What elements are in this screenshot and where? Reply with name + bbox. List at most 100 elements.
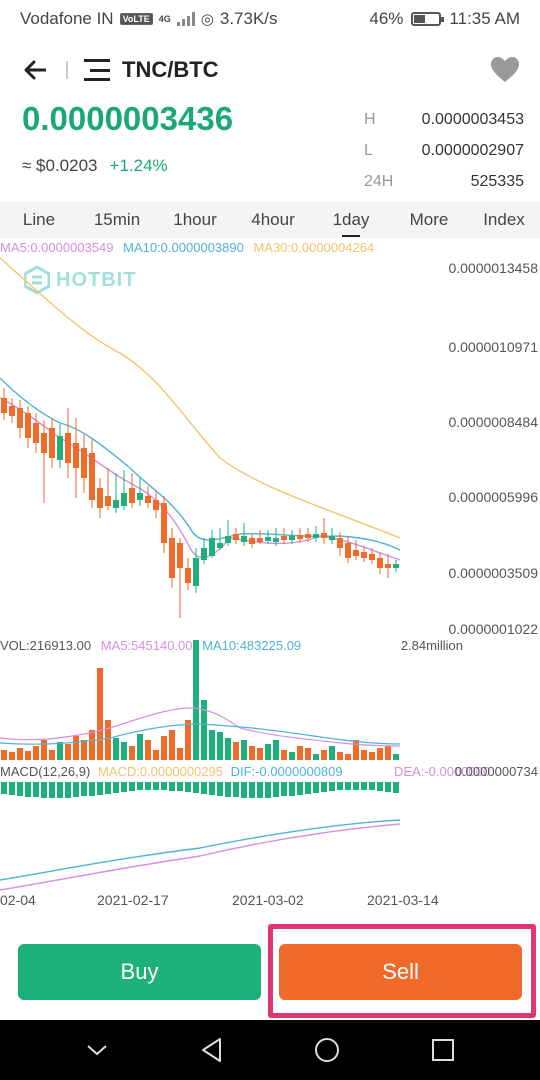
price-axis-label: 0.0000005996	[448, 489, 538, 505]
macd-bar	[33, 782, 39, 797]
macd-bar	[9, 782, 15, 795]
trading-pair[interactable]: TNC/BTC	[122, 57, 219, 82]
candle-body	[89, 453, 95, 500]
volume-bar	[129, 746, 135, 760]
candle-body	[49, 428, 55, 458]
candle-body	[185, 568, 191, 583]
candle-body	[257, 538, 263, 542]
back-nav-icon[interactable]	[200, 1037, 224, 1063]
candle-body	[97, 488, 103, 508]
recents-nav-icon[interactable]	[431, 1038, 455, 1062]
candle-body	[361, 552, 367, 558]
candle-body	[33, 423, 39, 443]
volume-bar	[121, 742, 127, 760]
volume-bar	[241, 740, 247, 760]
tab-more[interactable]: More	[409, 210, 449, 229]
volume-bars	[1, 640, 399, 760]
macd-bar	[137, 782, 143, 790]
volume-bar	[81, 740, 87, 760]
tab-15min[interactable]: 15min	[93, 210, 141, 229]
candle-body	[41, 433, 47, 453]
macd-bar	[25, 782, 31, 797]
candle-body	[177, 543, 183, 568]
volume-bar	[1, 750, 7, 760]
macd-bar	[217, 782, 223, 796]
macd-bar	[177, 782, 183, 791]
volume-bar	[33, 746, 39, 760]
candlestick-chart[interactable]	[0, 238, 540, 900]
sell-button[interactable]: Sell	[279, 944, 522, 1000]
tab-4hour[interactable]: 4hour	[251, 210, 295, 229]
dif-line	[0, 819, 401, 881]
macd-bar	[241, 782, 247, 798]
macd-value: MACD:0.0000000295	[97, 764, 223, 779]
stat-high-label: H	[364, 110, 376, 128]
stat-volume-value: 525335	[470, 172, 524, 190]
volte-icon: VoLTE	[119, 13, 153, 25]
candle-body	[265, 537, 271, 541]
volume-bar	[153, 750, 159, 760]
price-axis-label: 0.0000003509	[448, 565, 538, 581]
battery-fill	[414, 15, 426, 23]
macd-bar	[233, 782, 239, 797]
date-label: 02-04	[0, 892, 36, 908]
price-axis-label: 0.0000010971	[448, 339, 538, 355]
vol-max-value: 2.84million	[400, 638, 463, 653]
back-button[interactable]	[20, 55, 50, 85]
date-label: 2021-02-17	[97, 892, 169, 908]
volume-bar	[265, 744, 271, 760]
macd-bar	[393, 782, 399, 793]
network-type: 4G	[158, 14, 171, 24]
candle-body	[73, 443, 79, 468]
status-bar: Vodafone IN VoLTE 4G ◎ 3.73K/s 46% 11:35…	[0, 0, 540, 38]
volume-bar	[17, 748, 23, 760]
macd-bar	[289, 782, 295, 796]
price-axis-label: 0.0000013458	[448, 260, 538, 276]
volume-bar	[209, 730, 215, 760]
macd-bar	[161, 782, 167, 790]
ma30-value: MA30:0.0000004264	[253, 240, 375, 255]
macd-bar	[297, 782, 303, 795]
tab-index[interactable]: Index	[483, 210, 525, 229]
candle-body	[209, 538, 215, 556]
favorite-button[interactable]	[490, 55, 520, 85]
volume-bar	[65, 744, 71, 760]
stat-volume-label: 24H	[364, 172, 394, 190]
chevron-down-icon[interactable]	[85, 1043, 109, 1057]
volume-bar	[41, 740, 47, 760]
macd-bar	[185, 782, 191, 792]
tab-line[interactable]: Line	[22, 210, 56, 229]
header: TNC/BTC	[0, 48, 540, 92]
macd-bar	[329, 782, 335, 791]
date-label: 2021-03-02	[232, 892, 304, 908]
menu-icon[interactable]	[84, 59, 110, 81]
buy-button[interactable]: Buy	[18, 944, 261, 1000]
tab-1day[interactable]: 1day	[312, 210, 390, 230]
ma5-value: MA5:0.0000003549	[0, 240, 114, 255]
candle-body	[297, 535, 303, 539]
battery-icon	[411, 12, 445, 26]
volume-bar	[257, 748, 263, 760]
stat-volume: 24H 525335	[364, 166, 524, 197]
volume-bar	[313, 754, 319, 760]
vol-ma5-line	[0, 707, 401, 747]
dea-line	[0, 823, 401, 891]
macd-bar	[377, 782, 383, 791]
candle-body	[345, 543, 351, 558]
macd-bar	[121, 782, 127, 792]
candle-body	[129, 488, 135, 503]
dea-value: DEA:-0.0000000	[394, 764, 491, 779]
volume-bar	[113, 738, 119, 760]
volume-bar	[393, 754, 399, 760]
status-left: Vodafone IN VoLTE 4G ◎ 3.73K/s	[20, 9, 278, 29]
stat-high: H 0.0000003453	[364, 104, 524, 135]
volume-bar	[321, 750, 327, 760]
candle-body	[289, 536, 295, 540]
watermark-text: HOTBIT	[56, 268, 137, 291]
volume-bar	[305, 748, 311, 760]
candle-body	[305, 534, 311, 538]
home-nav-icon[interactable]	[314, 1037, 340, 1063]
tab-1hour[interactable]: 1hour	[173, 210, 217, 229]
macd-bar	[169, 782, 175, 791]
vol-value: VOL:216913.00	[0, 638, 92, 653]
